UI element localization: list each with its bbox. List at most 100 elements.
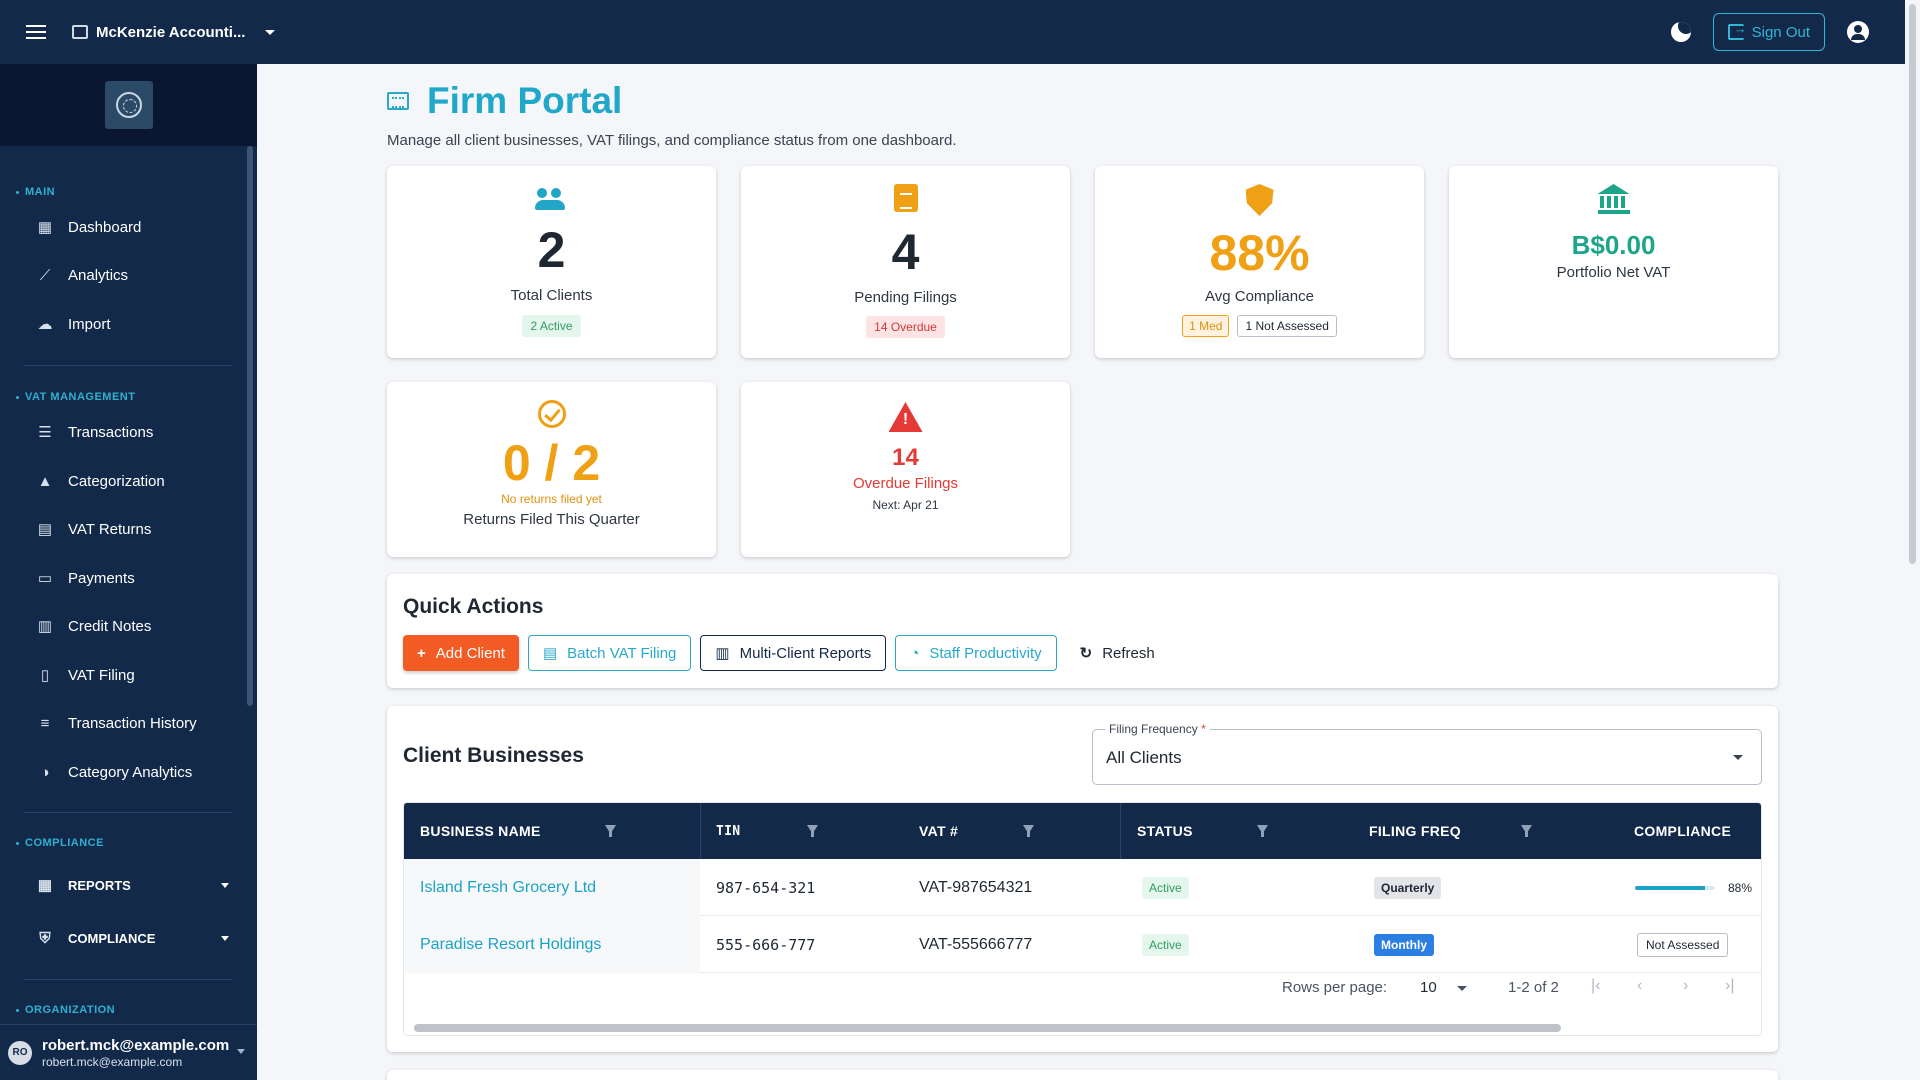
next-due-date: Next: Apr 21 <box>872 498 939 512</box>
chevron-down-icon <box>265 29 276 35</box>
staff-productivity-button[interactable]: ◔ Staff Productivity <box>895 635 1057 671</box>
returns-filed-label: Returns Filed This Quarter <box>463 511 640 528</box>
status-badge: Active <box>1142 933 1189 956</box>
avg-compliance-value: 88% <box>1209 225 1310 281</box>
section-label-vat-management: VAT MANAGEMENT <box>0 391 135 403</box>
table-horizontal-scrollbar[interactable] <box>414 1024 1561 1032</box>
business-name-link[interactable]: Paradise Resort Holdings <box>420 935 602 953</box>
previous-page-icon[interactable]: ‹ <box>1637 977 1643 994</box>
chevron-down-icon[interactable] <box>1457 986 1467 991</box>
sidebar-item-label: VAT Returns <box>68 520 152 538</box>
sidebar-item-label: Analytics <box>68 266 129 284</box>
vat-number-cell: VAT-555666777 <box>919 935 1033 953</box>
bank-icon <box>1597 184 1630 214</box>
chevron-down-icon <box>1733 755 1743 760</box>
credit-card-icon: ▭ <box>37 570 53 587</box>
sidebar-item-analytics[interactable]: ⟋ Analytics <box>0 255 245 295</box>
clipboard-icon: ▤ <box>37 521 53 538</box>
sidebar-item-vat-returns[interactable]: ▤ VAT Returns <box>0 509 245 549</box>
sidebar-nav: MAIN ▦ Dashboard ⟋ Analytics ☁ Import VA… <box>0 146 257 1026</box>
sidebar-item-label: Categorization <box>68 472 165 490</box>
active-clients-badge: 2 Active <box>522 315 581 337</box>
chevron-down-icon <box>237 1049 245 1054</box>
user-name: robert.mck@example.com <box>42 1036 230 1054</box>
filter-icon[interactable] <box>1257 825 1268 837</box>
dark-mode-toggle-icon[interactable] <box>1670 22 1691 42</box>
sidebar-item-transaction-history[interactable]: ≡ Transaction History <box>0 703 245 743</box>
sidebar-item-label: Category Analytics <box>68 763 193 781</box>
file-icon: ▯ <box>40 667 50 684</box>
rows-per-page-select[interactable]: 10 <box>1420 979 1437 996</box>
table-row[interactable]: Island Fresh Grocery Ltd 987-654-321 VAT… <box>404 859 1761 916</box>
add-client-button[interactable]: + Add Client <box>403 635 519 671</box>
sidebar-item-payments[interactable]: ▭ Payments <box>0 558 245 598</box>
overdue-filings-label: Overdue Filings <box>852 475 959 492</box>
sidebar-item-credit-notes[interactable]: ▥ Credit Notes <box>0 606 245 646</box>
sign-out-button[interactable]: Sign Out <box>1712 13 1825 51</box>
warning-icon: ! <box>888 402 923 432</box>
filing-frequency-label: Filing Frequency <box>1109 722 1198 736</box>
stat-card-net-vat: B$0.00 Portfolio Net VAT <box>1449 166 1778 358</box>
pie-chart-icon: ◑ <box>40 763 50 781</box>
column-header-filing-freq[interactable]: FILING FREQ <box>1369 823 1461 839</box>
sidebar-group-compliance[interactable]: ⛨ COMPLIANCE <box>0 918 245 958</box>
sidebar-item-label: Transaction History <box>68 714 197 732</box>
sidebar-group-reports[interactable]: ▦ REPORTS <box>0 865 245 905</box>
multi-client-reports-label: Multi-Client Reports <box>739 644 872 662</box>
column-header-business-name[interactable]: BUSINESS NAME <box>420 823 541 839</box>
overdue-filings-value: 14 <box>892 444 919 471</box>
firm-logo[interactable] <box>104 81 153 129</box>
organization-selector[interactable]: McKenzie Accounti... <box>72 24 276 41</box>
column-header-status[interactable]: STATUS <box>1137 823 1193 839</box>
filing-frequency-select[interactable]: Filing Frequency * All Clients <box>1092 722 1762 785</box>
add-client-label: Add Client <box>435 644 505 662</box>
sidebar-item-dashboard[interactable]: ▦ Dashboard <box>0 207 245 247</box>
table-row[interactable]: Paradise Resort Holdings 555-666-777 VAT… <box>404 916 1761 973</box>
sidebar-scrollbar[interactable] <box>247 146 253 706</box>
top-app-bar: McKenzie Accounti... Sign Out <box>0 0 1905 64</box>
last-page-icon[interactable]: ›| <box>1725 977 1735 994</box>
compliance-progress-bar <box>1635 885 1715 890</box>
filter-icon[interactable] <box>605 825 616 837</box>
vat-number-cell: VAT-987654321 <box>919 878 1033 896</box>
filter-icon[interactable] <box>1521 825 1532 837</box>
sidebar-item-import[interactable]: ☁ Import <box>0 304 245 344</box>
compliance-not-assessed-badge: Not Assessed <box>1637 932 1729 957</box>
filing-frequency-value: All Clients <box>1106 748 1182 767</box>
clipboard-icon: ▤ <box>542 645 558 662</box>
returns-filed-note: No returns filed yet <box>501 492 602 506</box>
staff-productivity-label: Staff Productivity <box>929 644 1042 662</box>
next-page-icon[interactable]: › <box>1683 977 1689 994</box>
sidebar-item-label: Dashboard <box>68 218 142 236</box>
page-subtitle: Manage all client businesses, VAT filing… <box>387 132 957 149</box>
batch-vat-filing-button[interactable]: ▤ Batch VAT Filing <box>527 635 692 671</box>
filter-icon[interactable] <box>1023 825 1034 837</box>
sidebar-item-vat-filing[interactable]: ▯ VAT Filing <box>0 655 245 695</box>
sidebar-item-transactions[interactable]: ☰ Transactions <box>0 412 245 452</box>
sidebar-item-categorization[interactable]: ▲ Categorization <box>0 461 245 501</box>
next-section-card <box>387 1070 1778 1080</box>
column-header-compliance[interactable]: COMPLIANCE <box>1634 823 1732 839</box>
pagination-range: 1-2 of 2 <box>1508 979 1559 996</box>
report-icon: ▦ <box>37 877 53 894</box>
user-menu[interactable]: RO robert.mck@example.com robert.mck@exa… <box>0 1024 257 1080</box>
column-header-tin[interactable]: TIN <box>716 823 741 839</box>
sidebar-item-label: Import <box>68 315 111 333</box>
section-label-compliance: COMPLIANCE <box>0 837 104 849</box>
not-assessed-badge: 1 Not Assessed <box>1237 315 1337 337</box>
refresh-button[interactable]: ↻ Refresh <box>1066 635 1169 671</box>
page-scrollbar[interactable] <box>1905 0 1920 1080</box>
people-icon <box>534 188 569 210</box>
sidebar-item-category-analytics[interactable]: ◑ Category Analytics <box>0 752 245 792</box>
check-circle-icon <box>537 400 566 428</box>
batch-vat-filing-label: Batch VAT Filing <box>567 644 677 662</box>
total-clients-value: 2 <box>537 222 566 278</box>
menu-icon[interactable] <box>0 31 72 33</box>
filter-icon[interactable] <box>807 825 818 837</box>
account-circle-icon[interactable] <box>1847 21 1869 43</box>
business-name-link[interactable]: Island Fresh Grocery Ltd <box>420 878 597 896</box>
column-header-vat-number[interactable]: VAT # <box>919 823 959 839</box>
multi-client-reports-button[interactable]: ▥ Multi-Client Reports <box>700 635 887 671</box>
first-page-icon[interactable]: |‹ <box>1591 977 1601 994</box>
sidebar-item-label: Transactions <box>68 423 154 441</box>
